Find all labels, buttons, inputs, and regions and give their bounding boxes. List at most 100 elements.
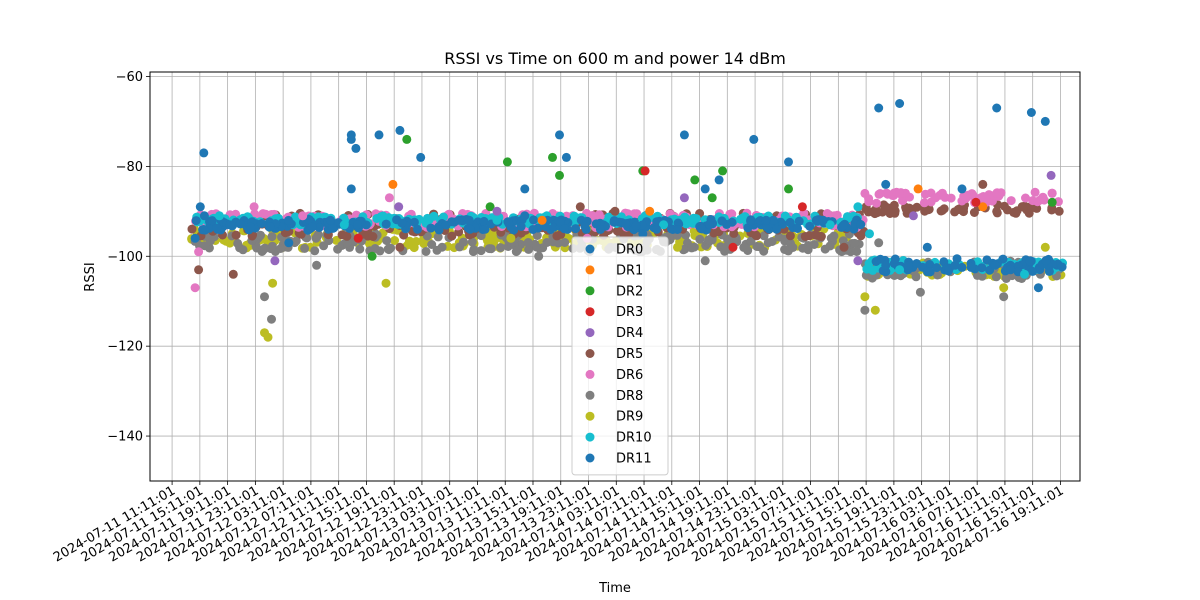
point-dr0 bbox=[811, 215, 821, 225]
point-dr11 bbox=[346, 134, 356, 144]
cloud-point bbox=[233, 238, 243, 248]
point-dr4 bbox=[908, 211, 918, 221]
point-dr5 bbox=[395, 242, 405, 252]
point-dr9 bbox=[506, 233, 516, 243]
cloud-point bbox=[673, 218, 683, 228]
point-dr11 bbox=[749, 134, 759, 144]
point-dr2 bbox=[367, 251, 377, 261]
cloud-point bbox=[378, 211, 388, 221]
cloud-point bbox=[314, 223, 324, 232]
point-dr11 bbox=[561, 152, 571, 162]
cloud-point bbox=[516, 228, 526, 238]
point-dr1 bbox=[978, 202, 988, 212]
cloud-point bbox=[207, 216, 217, 226]
cloud-point bbox=[246, 222, 256, 232]
cloud-point bbox=[992, 208, 1002, 218]
cloud-point bbox=[355, 244, 365, 254]
cloud-point bbox=[755, 242, 765, 252]
cloud-point bbox=[504, 218, 514, 228]
point-dr8 bbox=[260, 292, 269, 302]
cloud-point bbox=[761, 215, 771, 225]
cloud-point bbox=[903, 261, 913, 270]
cloud-point bbox=[912, 259, 922, 268]
cloud-point bbox=[467, 237, 477, 247]
cloud-point bbox=[187, 224, 197, 234]
legend-label-dr0: DR0 bbox=[616, 243, 643, 258]
legend-label-dr11: DR11 bbox=[616, 452, 652, 467]
cloud-point bbox=[768, 215, 778, 225]
legend-label-dr5: DR5 bbox=[616, 347, 643, 362]
cloud-point bbox=[353, 220, 362, 230]
point-dr10 bbox=[492, 215, 502, 225]
point-dr2 bbox=[707, 193, 717, 203]
point-dr11 bbox=[374, 130, 384, 140]
point-dr2 bbox=[485, 202, 495, 212]
cloud-point bbox=[805, 221, 815, 231]
point-dr9 bbox=[860, 292, 870, 302]
point-dr8 bbox=[915, 287, 925, 297]
point-dr11 bbox=[881, 179, 891, 189]
cloud-point bbox=[925, 267, 935, 277]
point-dr10 bbox=[339, 220, 349, 230]
cloud-point bbox=[772, 224, 781, 234]
point-dr11 bbox=[464, 215, 474, 225]
point-dr11 bbox=[395, 125, 405, 135]
point-dr2 bbox=[555, 170, 564, 180]
point-dr2 bbox=[402, 134, 412, 144]
point-dr11 bbox=[679, 130, 689, 140]
cloud-point bbox=[609, 216, 619, 226]
point-dr0 bbox=[454, 215, 464, 225]
cloud-point bbox=[256, 230, 265, 240]
cloud-point bbox=[409, 217, 419, 227]
x-axis-label: Time bbox=[598, 581, 631, 596]
point-dr4 bbox=[1046, 170, 1056, 180]
point-dr5 bbox=[610, 206, 620, 216]
cloud-point bbox=[871, 257, 881, 266]
legend-marker-dr9 bbox=[585, 411, 595, 421]
point-dr2 bbox=[718, 166, 728, 176]
cloud-point bbox=[904, 203, 914, 213]
cloud-point bbox=[427, 240, 437, 249]
cloud-point bbox=[785, 231, 795, 241]
cloud-point bbox=[542, 238, 552, 247]
cloud-point bbox=[850, 238, 860, 248]
data-points bbox=[190, 99, 1064, 342]
cloud-point bbox=[920, 189, 930, 199]
cloud-point bbox=[529, 215, 538, 225]
cloud-point bbox=[870, 209, 880, 219]
point-dr9 bbox=[381, 278, 391, 288]
plot-area-frame bbox=[149, 71, 1081, 482]
cloud-point bbox=[421, 247, 431, 256]
cloud-point bbox=[977, 263, 987, 273]
cloud-point bbox=[267, 243, 276, 253]
cloud-point bbox=[191, 216, 201, 226]
cloud-point bbox=[257, 219, 267, 228]
cloud-point bbox=[580, 221, 590, 231]
cloud-point bbox=[898, 196, 907, 206]
cloud-point bbox=[704, 219, 714, 229]
legend-box bbox=[571, 236, 669, 476]
point-dr0 bbox=[195, 202, 205, 212]
legend-label-dr9: DR9 bbox=[616, 410, 643, 425]
cloud-point bbox=[953, 205, 963, 214]
point-dr11 bbox=[1040, 116, 1050, 126]
cloud-point bbox=[1028, 266, 1038, 276]
cloud-point bbox=[265, 222, 275, 232]
point-dr0 bbox=[225, 220, 235, 230]
point-dr11 bbox=[714, 175, 724, 185]
cloud-point bbox=[695, 234, 705, 244]
cloud-point bbox=[480, 224, 490, 234]
cloud-point bbox=[919, 198, 929, 208]
cloud-point bbox=[631, 221, 641, 231]
point-dr11 bbox=[555, 130, 564, 140]
cloud-point bbox=[684, 217, 693, 227]
point-dr0 bbox=[1006, 265, 1016, 275]
y-tick-label: −140 bbox=[107, 430, 143, 445]
cloud-point bbox=[310, 246, 320, 256]
point-dr3 bbox=[353, 233, 363, 243]
cloud-point bbox=[426, 223, 436, 233]
cloud-point bbox=[587, 211, 597, 220]
point-dr11 bbox=[784, 157, 793, 167]
cloud-point bbox=[721, 242, 731, 252]
cloud-point bbox=[312, 231, 322, 241]
